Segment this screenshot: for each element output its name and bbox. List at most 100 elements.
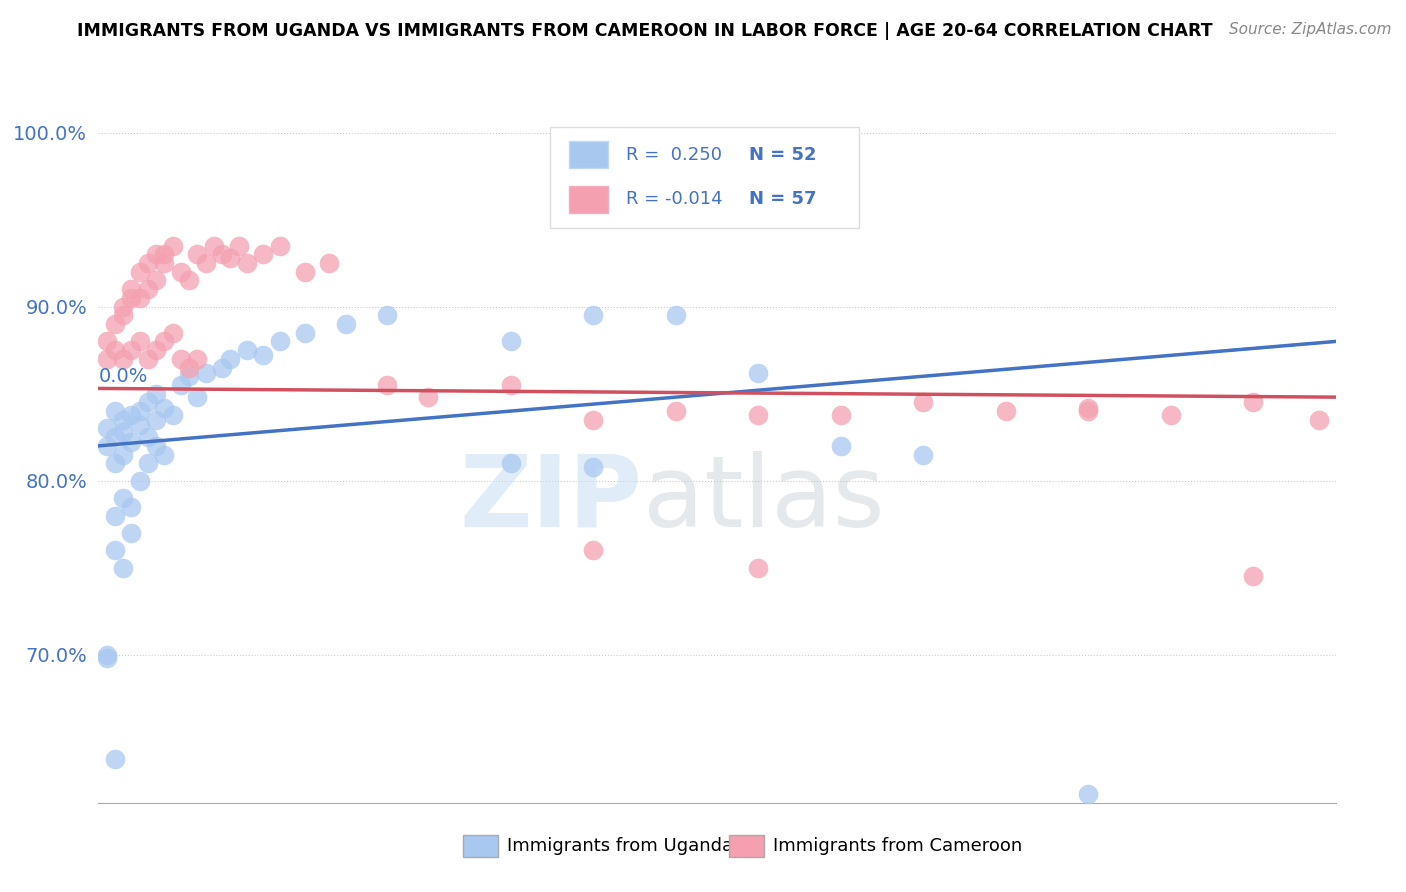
Text: atlas: atlas [643,450,884,548]
Point [665,404,688,418]
Point [112,351,135,366]
Point [228,238,250,252]
Point [96,651,118,665]
Point [104,508,127,523]
Point [145,413,167,427]
Point [186,390,208,404]
Point [418,390,440,404]
Point [136,430,159,444]
Point [120,343,142,358]
Point [582,543,605,558]
Point [211,360,233,375]
Text: R =  0.250: R = 0.250 [626,145,721,164]
Point [665,308,688,322]
Point [1077,401,1099,415]
Text: ZIP: ZIP [460,450,643,548]
Point [96,648,118,662]
Point [112,491,135,505]
Point [145,247,167,261]
Text: Immigrants from Cameroon: Immigrants from Cameroon [773,838,1022,855]
Point [179,369,201,384]
Point [1160,408,1182,422]
Point [582,459,605,474]
Point [145,273,167,287]
Point [128,417,150,432]
Point [170,351,193,366]
Point [236,343,259,358]
Point [136,256,159,270]
Point [170,378,193,392]
Point [112,448,135,462]
Point [162,238,184,252]
Point [1241,395,1264,409]
Point [112,425,135,439]
Point [294,265,316,279]
Point [1077,404,1099,418]
Point [104,543,127,558]
FancyBboxPatch shape [568,141,609,169]
Point [179,360,201,375]
Point [1308,413,1330,427]
Point [145,386,167,401]
Point [830,408,852,422]
Point [912,448,935,462]
Point [153,448,176,462]
Point [136,282,159,296]
Point [120,525,142,540]
Point [186,247,208,261]
Point [120,408,142,422]
Point [96,351,118,366]
Point [104,317,127,331]
Point [128,291,150,305]
Point [153,256,176,270]
Point [202,238,225,252]
Point [96,439,118,453]
Point [96,334,118,349]
Point [136,456,159,470]
Point [236,256,259,270]
Text: Immigrants from Uganda: Immigrants from Uganda [506,838,733,855]
Text: R = -0.014: R = -0.014 [626,191,723,209]
Point [499,378,522,392]
Point [499,456,522,470]
Point [170,265,193,279]
Point [830,439,852,453]
Point [112,413,135,427]
Point [318,256,340,270]
Point [120,435,142,450]
Text: IMMIGRANTS FROM UGANDA VS IMMIGRANTS FROM CAMEROON IN LABOR FORCE | AGE 20-64 CO: IMMIGRANTS FROM UGANDA VS IMMIGRANTS FRO… [77,22,1213,40]
Point [112,300,135,314]
Point [252,247,274,261]
Point [194,256,217,270]
Point [112,561,135,575]
Point [219,351,242,366]
Point [104,456,127,470]
Point [128,265,150,279]
Point [499,334,522,349]
Point [128,334,150,349]
Point [153,247,176,261]
Point [912,395,935,409]
Point [179,273,201,287]
Point [136,395,159,409]
Point [219,251,242,265]
Text: Source: ZipAtlas.com: Source: ZipAtlas.com [1229,22,1392,37]
FancyBboxPatch shape [730,835,763,857]
Point [145,439,167,453]
Point [1241,569,1264,583]
Text: 0.0%: 0.0% [98,368,148,386]
Point [1077,787,1099,801]
FancyBboxPatch shape [550,128,859,228]
Point [747,561,769,575]
Point [104,430,127,444]
Point [104,343,127,358]
Point [269,334,291,349]
Point [120,291,142,305]
Point [211,247,233,261]
Point [186,351,208,366]
Point [582,308,605,322]
Point [269,238,291,252]
Point [120,282,142,296]
Point [994,404,1017,418]
Point [128,474,150,488]
